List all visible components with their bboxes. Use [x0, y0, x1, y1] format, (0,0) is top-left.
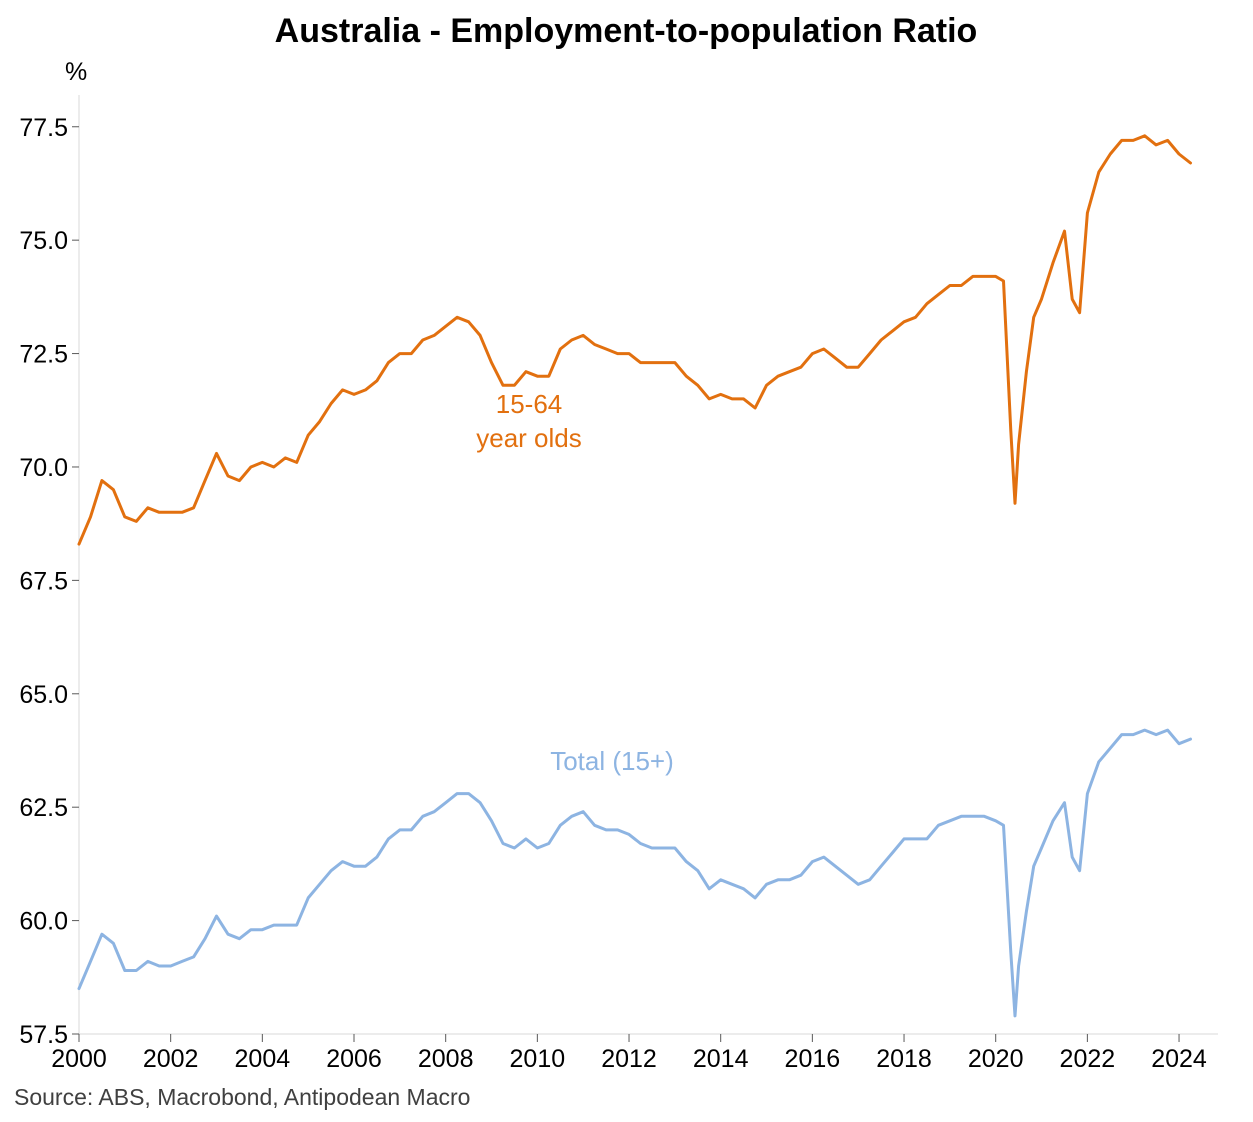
x-tick-label: 2000: [51, 1045, 107, 1073]
y-tick-label: 62.5: [19, 794, 68, 822]
x-tick-label: 2002: [143, 1045, 199, 1073]
series-layer: [77, 134, 1192, 1018]
series-annotations: 15-64 year olds Total (15+): [476, 389, 674, 776]
series-label-0: 15-64 year olds: [476, 389, 582, 453]
chart-title: Australia - Employment-to-population Rat…: [275, 12, 978, 50]
x-tick-label: 2012: [601, 1045, 657, 1073]
series-label-1: Total (15+): [550, 746, 674, 776]
series-label-line: 15-64: [496, 389, 563, 419]
x-tick-label: 2022: [1060, 1045, 1116, 1073]
x-axis: 2000 2002 2004 2006 2008 2010 2012 2014 2016 2018…: [51, 1033, 1218, 1073]
series-line-0: [77, 134, 1192, 546]
y-tick-label: 70.0: [19, 454, 68, 482]
x-tick-label: 2010: [510, 1045, 566, 1073]
y-tick-label: 67.5: [19, 567, 68, 595]
y-tick-label: 77.5: [19, 114, 68, 142]
series-line-1: [77, 728, 1192, 1018]
x-tick-label: 2014: [693, 1045, 749, 1073]
y-tick-label: 75.0: [19, 227, 68, 255]
y-axis-unit-label: %: [65, 58, 87, 86]
series-label-line: year olds: [476, 423, 582, 453]
x-tick-label: 2004: [235, 1045, 291, 1073]
series-label-line: Total (15+): [550, 746, 674, 776]
y-tick-label: 65.0: [19, 681, 68, 709]
x-tick-label: 2020: [968, 1045, 1024, 1073]
x-tick-label: 2024: [1151, 1045, 1207, 1073]
x-tick-label: 2008: [418, 1045, 474, 1073]
y-axis: 57.5 60.0 62.5 65.0 67.5 70.0 72.5 75.0 77.5: [19, 95, 80, 1049]
y-tick-label: 60.0: [19, 908, 68, 936]
y-tick-label: 57.5: [19, 1021, 68, 1049]
x-tick-label: 2006: [326, 1045, 382, 1073]
y-tick-label: 72.5: [19, 341, 68, 369]
x-tick-label: 2016: [785, 1045, 841, 1073]
source-note: Source: ABS, Macrobond, Antipodean Macro: [14, 1084, 470, 1110]
x-tick-label: 2018: [876, 1045, 932, 1073]
